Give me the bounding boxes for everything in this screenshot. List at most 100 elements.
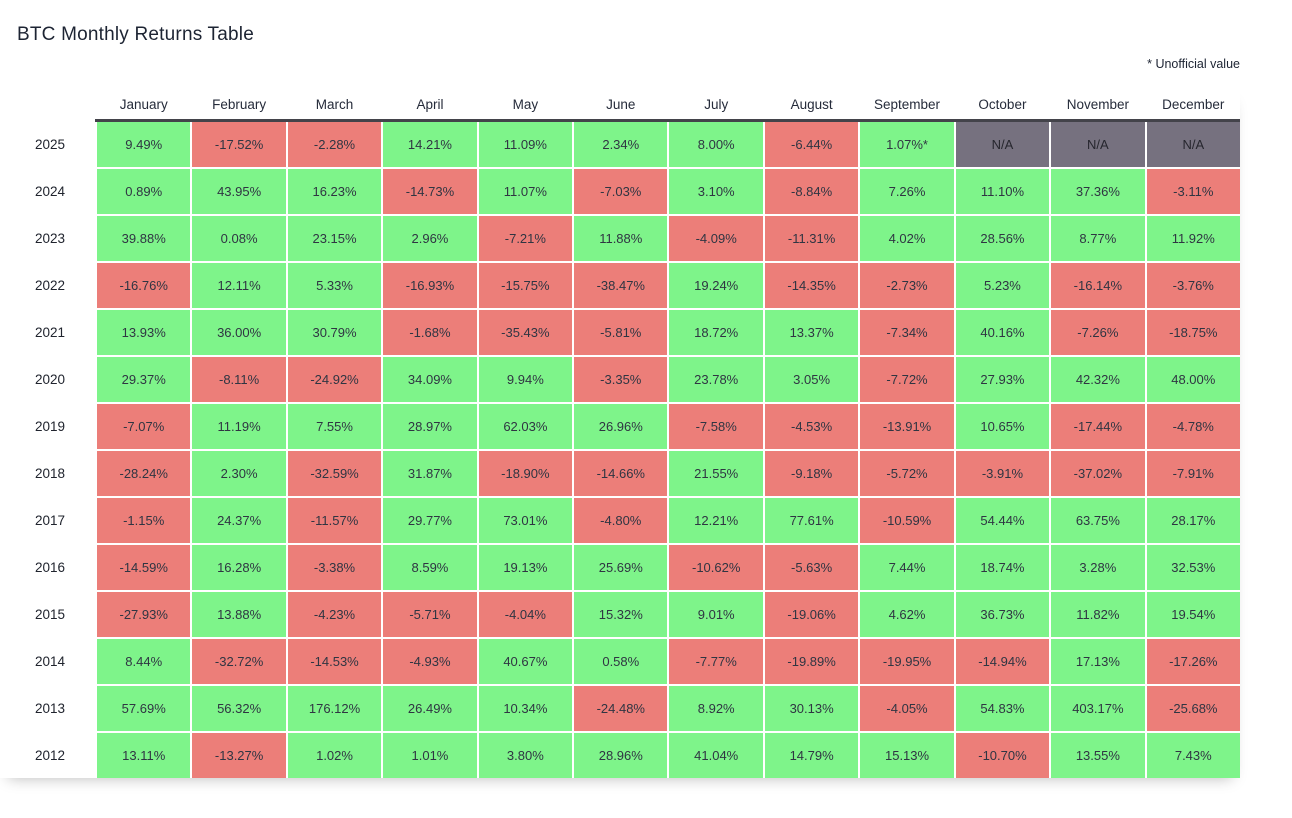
return-cell-2021-july: 18.72% [669, 310, 763, 355]
return-cell-2012-march: 1.02% [287, 733, 382, 778]
unofficial-value-note: * Unofficial value [1147, 57, 1240, 71]
return-cell-2014-november: 17.13% [1051, 639, 1145, 684]
returns-grid: January February March April May June July Augu… [0, 88, 1240, 778]
year-label-2012: 2012 [0, 733, 95, 778]
return-cell-2025-december: N/A [1146, 122, 1240, 167]
return-cell-2020-october: 27.93% [955, 357, 1050, 402]
return-cell-2023-february: 0.08% [192, 216, 286, 261]
return-cell-2025-june: 2.34% [574, 122, 668, 167]
return-cell-2021-november: -7.26% [1051, 310, 1145, 355]
return-cell-2018-april: 31.87% [383, 451, 477, 496]
return-cell-2017-april: 29.77% [383, 498, 477, 543]
return-cell-2022-july: 19.24% [669, 263, 763, 308]
year-label-2019: 2019 [0, 404, 95, 449]
return-cell-2020-march: -24.92% [287, 357, 382, 402]
return-cell-2024-august: -8.84% [764, 169, 859, 214]
return-cell-2015-july: 9.01% [669, 592, 763, 637]
return-cell-2014-may: 40.67% [478, 639, 573, 684]
return-cell-2016-february: 16.28% [192, 545, 286, 590]
return-cell-2013-may: 10.34% [478, 686, 573, 731]
return-cell-2014-march: -14.53% [287, 639, 382, 684]
return-cell-2025-march: -2.28% [287, 122, 382, 167]
month-header-november: November [1066, 96, 1129, 112]
return-cell-2012-november: 13.55% [1051, 733, 1145, 778]
return-cell-2020-february: -8.11% [192, 357, 286, 402]
return-cell-2015-march: -4.23% [287, 592, 382, 637]
return-cell-2012-august: 14.79% [764, 733, 859, 778]
month-header-january: January [119, 96, 168, 112]
return-cell-2013-june: -24.48% [574, 686, 668, 731]
return-cell-2025-april: 14.21% [383, 122, 477, 167]
return-cell-2018-may: -18.90% [478, 451, 573, 496]
return-cell-2022-august: -14.35% [764, 263, 859, 308]
return-cell-2022-may: -15.75% [478, 263, 573, 308]
return-cell-2021-october: 40.16% [955, 310, 1050, 355]
month-header-december: December [1162, 96, 1225, 112]
year-label-2016: 2016 [0, 545, 95, 590]
return-cell-2019-may: 62.03% [478, 404, 573, 449]
month-header-march: March [315, 96, 354, 112]
return-cell-2016-december: 32.53% [1146, 545, 1240, 590]
return-cell-2015-september: 4.62% [860, 592, 954, 637]
return-cell-2022-november: -16.14% [1051, 263, 1145, 308]
header-corner [0, 88, 95, 120]
table-top-divider [95, 119, 1240, 122]
return-cell-2022-october: 5.23% [955, 263, 1050, 308]
return-cell-2024-june: -7.03% [574, 169, 668, 214]
return-cell-2016-may: 19.13% [478, 545, 573, 590]
return-cell-2024-february: 43.95% [192, 169, 286, 214]
return-cell-2025-february: -17.52% [192, 122, 286, 167]
return-cell-2025-august: -6.44% [764, 122, 859, 167]
return-cell-2012-october: -10.70% [955, 733, 1050, 778]
return-cell-2016-august: -5.63% [764, 545, 859, 590]
return-cell-2019-march: 7.55% [287, 404, 382, 449]
return-cell-2015-february: 13.88% [192, 592, 286, 637]
return-cell-2021-december: -18.75% [1146, 310, 1240, 355]
return-cell-2024-may: 11.07% [478, 169, 573, 214]
month-header-may: May [512, 96, 539, 112]
return-cell-2020-august: 3.05% [764, 357, 859, 402]
year-label-2015: 2015 [0, 592, 95, 637]
year-label-2023: 2023 [0, 216, 95, 261]
return-cell-2025-january: 9.49% [97, 122, 191, 167]
return-cell-2023-october: 28.56% [955, 216, 1050, 261]
return-cell-2017-november: 63.75% [1051, 498, 1145, 543]
return-cell-2016-april: 8.59% [383, 545, 477, 590]
return-cell-2020-january: 29.37% [97, 357, 191, 402]
return-cell-2022-february: 12.11% [192, 263, 286, 308]
return-cell-2012-june: 28.96% [574, 733, 668, 778]
return-cell-2023-december: 11.92% [1146, 216, 1240, 261]
return-cell-2013-january: 57.69% [97, 686, 191, 731]
return-cell-2018-january: -28.24% [97, 451, 191, 496]
return-cell-2019-october: 10.65% [955, 404, 1050, 449]
return-cell-2014-february: -32.72% [192, 639, 286, 684]
return-cell-2019-january: -7.07% [97, 404, 191, 449]
return-cell-2020-july: 23.78% [669, 357, 763, 402]
return-cell-2017-january: -1.15% [97, 498, 191, 543]
return-cell-2015-may: -4.04% [478, 592, 573, 637]
year-label-2025: 2025 [0, 122, 95, 167]
return-cell-2023-june: 11.88% [574, 216, 668, 261]
return-cell-2025-october: N/A [955, 122, 1050, 167]
month-header-july: July [704, 96, 729, 112]
return-cell-2018-july: 21.55% [669, 451, 763, 496]
return-cell-2017-february: 24.37% [192, 498, 286, 543]
return-cell-2021-january: 13.93% [97, 310, 191, 355]
return-cell-2013-february: 56.32% [192, 686, 286, 731]
return-cell-2024-october: 11.10% [955, 169, 1050, 214]
return-cell-2015-october: 36.73% [955, 592, 1050, 637]
return-cell-2012-april: 1.01% [383, 733, 477, 778]
return-cell-2014-january: 8.44% [97, 639, 191, 684]
year-label-2017: 2017 [0, 498, 95, 543]
return-cell-2022-june: -38.47% [574, 263, 668, 308]
return-cell-2020-november: 42.32% [1051, 357, 1145, 402]
return-cell-2023-march: 23.15% [287, 216, 382, 261]
return-cell-2023-april: 2.96% [383, 216, 477, 261]
return-cell-2021-august: 13.37% [764, 310, 859, 355]
return-cell-2014-july: -7.77% [669, 639, 763, 684]
return-cell-2024-november: 37.36% [1051, 169, 1145, 214]
return-cell-2013-july: 8.92% [669, 686, 763, 731]
page-title: BTC Monthly Returns Table [17, 24, 254, 45]
return-cell-2013-april: 26.49% [383, 686, 477, 731]
